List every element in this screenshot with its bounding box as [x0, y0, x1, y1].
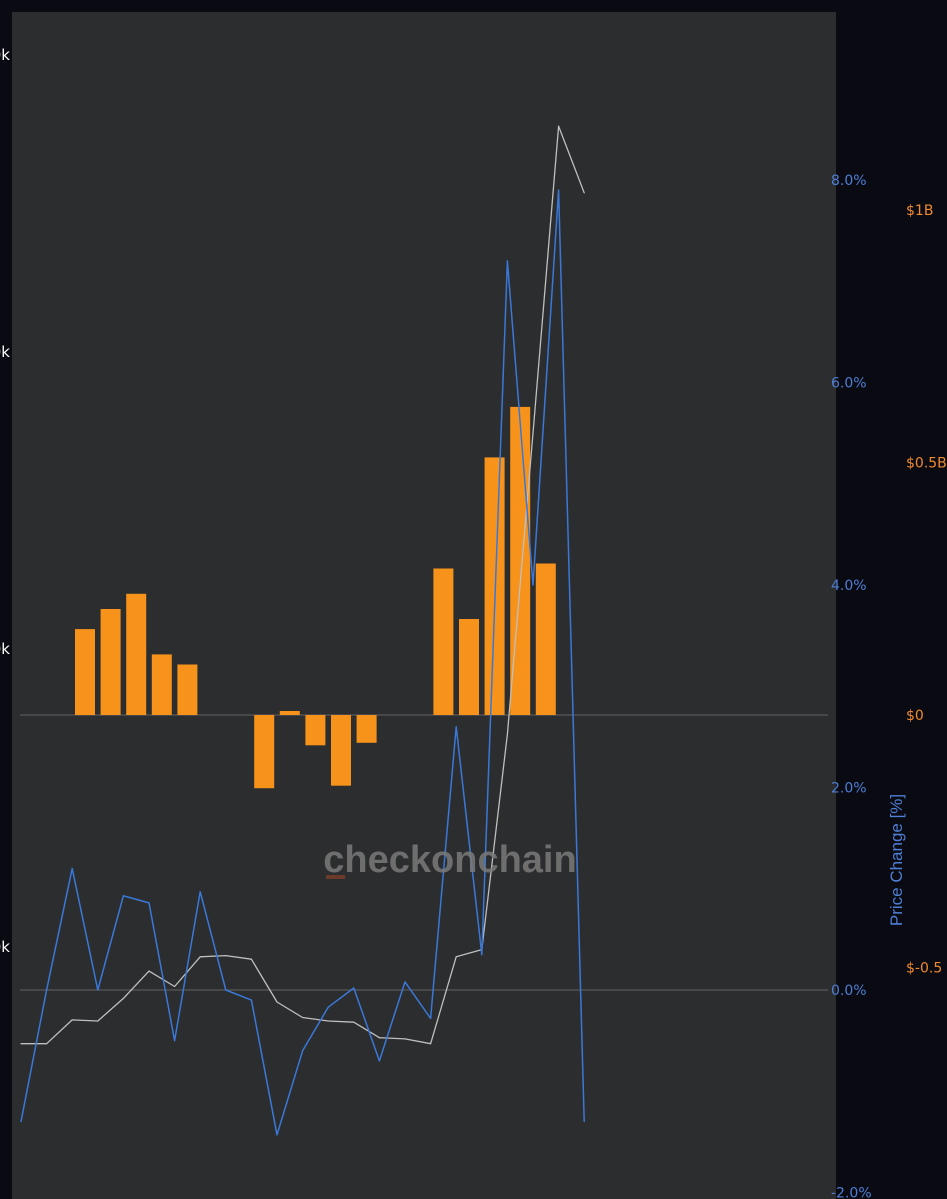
pct-tick-label: 4.0%: [831, 578, 867, 594]
price-point-17: [455, 956, 457, 958]
pct-tick-label: 6.0%: [831, 376, 867, 392]
price-change-point-22: [583, 1121, 585, 1123]
pct-tick-label: -2.0%: [831, 1186, 872, 1199]
price-change-point-13: [353, 987, 355, 989]
price-change-point-18: [481, 954, 483, 956]
price-point-13: [353, 1021, 355, 1023]
price-point-11: [302, 1016, 304, 1019]
price-change-point-7: [199, 891, 201, 893]
price-point-20: [532, 432, 534, 434]
bar-16: [433, 568, 454, 715]
price-change-point-6: [174, 1040, 176, 1042]
watermark: checkonchain: [323, 839, 576, 881]
price-change-point-15: [404, 981, 406, 983]
watermark-text: checkonchain: [323, 839, 576, 881]
left-tick-label: 0k: [0, 938, 10, 956]
price-point-19: [506, 733, 508, 735]
bar-20: [535, 563, 556, 715]
price-point-0: [20, 1043, 22, 1045]
bar-11: [305, 715, 326, 746]
pct-tick-label: 2.0%: [831, 781, 867, 797]
price-change-point-2: [71, 867, 73, 870]
price-point-14: [378, 1037, 380, 1039]
bar-18: [484, 457, 505, 715]
bar-17: [459, 619, 479, 715]
price-point-6: [174, 985, 176, 988]
left-tick-label: 0k: [0, 46, 10, 64]
price-change-point-17: [455, 726, 457, 728]
price-change-point-1: [46, 989, 48, 991]
bar-13: [356, 715, 377, 743]
price-change-line-group: [20, 189, 585, 1136]
price-point-2: [71, 1019, 73, 1021]
bar-2: [75, 629, 95, 715]
price-point-8: [225, 955, 227, 957]
price-point-9: [250, 958, 252, 960]
price-point-3: [97, 1020, 99, 1022]
usd-tick-label: $1B: [906, 203, 933, 219]
price-change-point-14: [378, 1060, 380, 1062]
price-point-16: [430, 1043, 432, 1045]
price-change-point-12: [327, 1006, 329, 1008]
plot-background: [12, 12, 836, 1199]
price-change-point-10: [276, 1134, 278, 1136]
price-point-1: [46, 1043, 48, 1045]
bar-6: [177, 664, 198, 715]
price-point-7: [199, 956, 201, 958]
price-change-point-4: [122, 895, 124, 897]
price-change-point-9: [250, 999, 252, 1001]
price-point-4: [122, 997, 124, 1000]
watermark-underline: [326, 875, 345, 879]
usd-axis-ticks: $1B $0.5B $0 $-0.5: [906, 203, 947, 977]
price-point-15: [404, 1038, 406, 1040]
usd-tick-label: $0: [906, 708, 924, 724]
pct-tick-label: 0.0%: [831, 983, 867, 999]
price-point-22: [583, 192, 585, 194]
price-change-point-16: [430, 1017, 432, 1020]
price-point-10: [276, 1001, 278, 1003]
price-change-point-19: [506, 260, 508, 262]
usd-tick-label: $-0.5: [906, 961, 942, 977]
bar-9: [254, 715, 275, 789]
pct-axis-title: Price Change [%]: [887, 794, 906, 926]
bar-10: [279, 711, 300, 715]
pct-axis-ticks: 8.0% 6.0% 4.0% 2.0% 0.0% -2.0%: [831, 173, 872, 1199]
price-change-point-11: [302, 1050, 304, 1052]
price-change-point-21: [558, 189, 560, 191]
price-change-point-8: [225, 989, 227, 991]
pct-tick-label: 8.0%: [831, 173, 867, 189]
bar-5: [151, 654, 172, 715]
usd-tick-label: $0.5B: [906, 456, 947, 472]
left-tick-label: 0k: [0, 640, 10, 658]
bar-12: [331, 715, 351, 786]
price-change-point-5: [148, 902, 150, 904]
bar-4: [126, 593, 147, 715]
price-change-point-0: [20, 1121, 22, 1123]
price-point-5: [148, 970, 150, 972]
price-point-21: [558, 125, 560, 127]
price-change-point-3: [97, 989, 99, 991]
left-axis-ticks: 0k 0k 0k 0k: [0, 46, 10, 956]
price-point-12: [327, 1020, 329, 1022]
price-change-point-20: [532, 584, 534, 586]
left-tick-label: 0k: [0, 343, 10, 361]
bar-3: [100, 609, 121, 715]
